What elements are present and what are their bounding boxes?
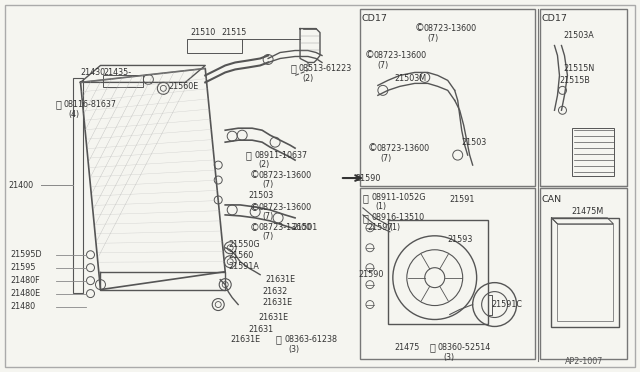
Text: 08116-81637: 08116-81637 xyxy=(63,100,116,109)
Text: ⓝ: ⓝ xyxy=(245,150,251,160)
Text: Ⓢ: Ⓢ xyxy=(290,64,296,73)
Bar xyxy=(540,9,627,186)
Text: 08723-13600: 08723-13600 xyxy=(258,223,311,232)
Text: 21430: 21430 xyxy=(81,68,106,77)
Text: (3): (3) xyxy=(288,345,299,354)
Text: 21515N: 21515N xyxy=(563,64,595,73)
Text: (3): (3) xyxy=(444,353,455,362)
Text: 21475M: 21475M xyxy=(572,208,604,217)
Text: (7): (7) xyxy=(262,212,273,221)
Text: 08513-61223: 08513-61223 xyxy=(298,64,351,73)
Text: 21631: 21631 xyxy=(248,325,273,334)
Text: (1): (1) xyxy=(375,202,386,211)
Text: 21501: 21501 xyxy=(292,223,317,232)
Text: 21631E: 21631E xyxy=(265,275,295,284)
Text: 21591: 21591 xyxy=(450,195,475,205)
Text: 08360-52514: 08360-52514 xyxy=(438,343,491,352)
Text: 21515B: 21515B xyxy=(559,76,590,85)
Text: 21400: 21400 xyxy=(9,180,34,189)
Text: 21503A: 21503A xyxy=(563,31,594,40)
Text: (1): (1) xyxy=(390,223,401,232)
Text: 21595D: 21595D xyxy=(11,250,42,259)
Text: 21631E: 21631E xyxy=(230,335,260,344)
Text: (7): (7) xyxy=(381,154,392,163)
Text: 21595: 21595 xyxy=(11,263,36,272)
Text: 21597: 21597 xyxy=(367,223,392,232)
Text: 21591A: 21591A xyxy=(228,262,259,271)
Text: 08363-61238: 08363-61238 xyxy=(284,335,337,344)
Text: 21503: 21503 xyxy=(248,192,273,201)
Text: 21631E: 21631E xyxy=(258,313,288,322)
Text: 08916-13510: 08916-13510 xyxy=(372,214,425,222)
Text: CAN: CAN xyxy=(541,195,562,205)
Text: 21480E: 21480E xyxy=(11,289,41,298)
Bar xyxy=(360,188,534,359)
Bar xyxy=(572,128,614,176)
Text: Ⓦ: Ⓦ xyxy=(363,213,369,223)
Bar xyxy=(557,224,613,321)
Text: AP2-1007: AP2-1007 xyxy=(564,357,603,366)
Bar xyxy=(360,9,534,186)
Bar xyxy=(552,218,620,327)
Text: 21475: 21475 xyxy=(395,343,420,352)
Text: 21435-: 21435- xyxy=(104,68,132,77)
Text: 21631E: 21631E xyxy=(262,298,292,307)
Text: CD17: CD17 xyxy=(541,14,568,23)
Bar xyxy=(72,78,83,293)
Text: (2): (2) xyxy=(302,74,314,83)
Text: 08723-13600: 08723-13600 xyxy=(258,170,311,180)
Text: (7): (7) xyxy=(378,61,389,70)
Text: 08723-13600: 08723-13600 xyxy=(377,144,430,153)
Text: ©: © xyxy=(415,23,424,33)
Bar xyxy=(188,39,242,52)
Text: 21550G: 21550G xyxy=(228,240,260,249)
Text: Ⓑ: Ⓑ xyxy=(56,99,61,109)
Text: 21480F: 21480F xyxy=(11,276,40,285)
Text: ⓝ: ⓝ xyxy=(363,193,369,203)
Text: (4): (4) xyxy=(68,110,79,119)
Text: 21503: 21503 xyxy=(461,138,487,147)
Text: 08723-13600: 08723-13600 xyxy=(374,51,427,60)
Text: 08911-10637: 08911-10637 xyxy=(254,151,307,160)
Text: ©: © xyxy=(365,51,374,61)
Bar xyxy=(104,76,143,87)
Text: Ⓢ: Ⓢ xyxy=(275,334,281,344)
Text: 21510: 21510 xyxy=(190,28,216,37)
Text: (7): (7) xyxy=(262,232,273,241)
Text: 21590: 21590 xyxy=(358,270,383,279)
Text: 21560E: 21560E xyxy=(168,82,198,91)
Text: (2): (2) xyxy=(258,160,269,169)
Text: 21515: 21515 xyxy=(221,28,246,37)
Text: 08911-1052G: 08911-1052G xyxy=(372,193,426,202)
Text: ©: © xyxy=(249,223,259,233)
Text: 08723-13600: 08723-13600 xyxy=(424,24,477,33)
Text: (7): (7) xyxy=(428,34,439,43)
Bar xyxy=(540,188,627,359)
Text: 21591C: 21591C xyxy=(492,300,523,309)
Text: CD17: CD17 xyxy=(362,14,388,23)
Bar xyxy=(388,220,488,324)
Text: Ⓢ: Ⓢ xyxy=(430,342,436,352)
Text: (7): (7) xyxy=(262,180,273,189)
Text: 21480: 21480 xyxy=(11,302,36,311)
Text: 21503M: 21503M xyxy=(395,74,427,83)
Text: 21632: 21632 xyxy=(262,287,287,296)
Text: 21593: 21593 xyxy=(448,235,473,244)
Text: ©: © xyxy=(249,203,259,213)
Text: 21560: 21560 xyxy=(228,251,253,260)
Text: 21590: 21590 xyxy=(355,173,380,183)
Text: ©: © xyxy=(249,170,259,180)
Text: ©: © xyxy=(368,143,378,153)
Text: 08723-13600: 08723-13600 xyxy=(258,203,311,212)
